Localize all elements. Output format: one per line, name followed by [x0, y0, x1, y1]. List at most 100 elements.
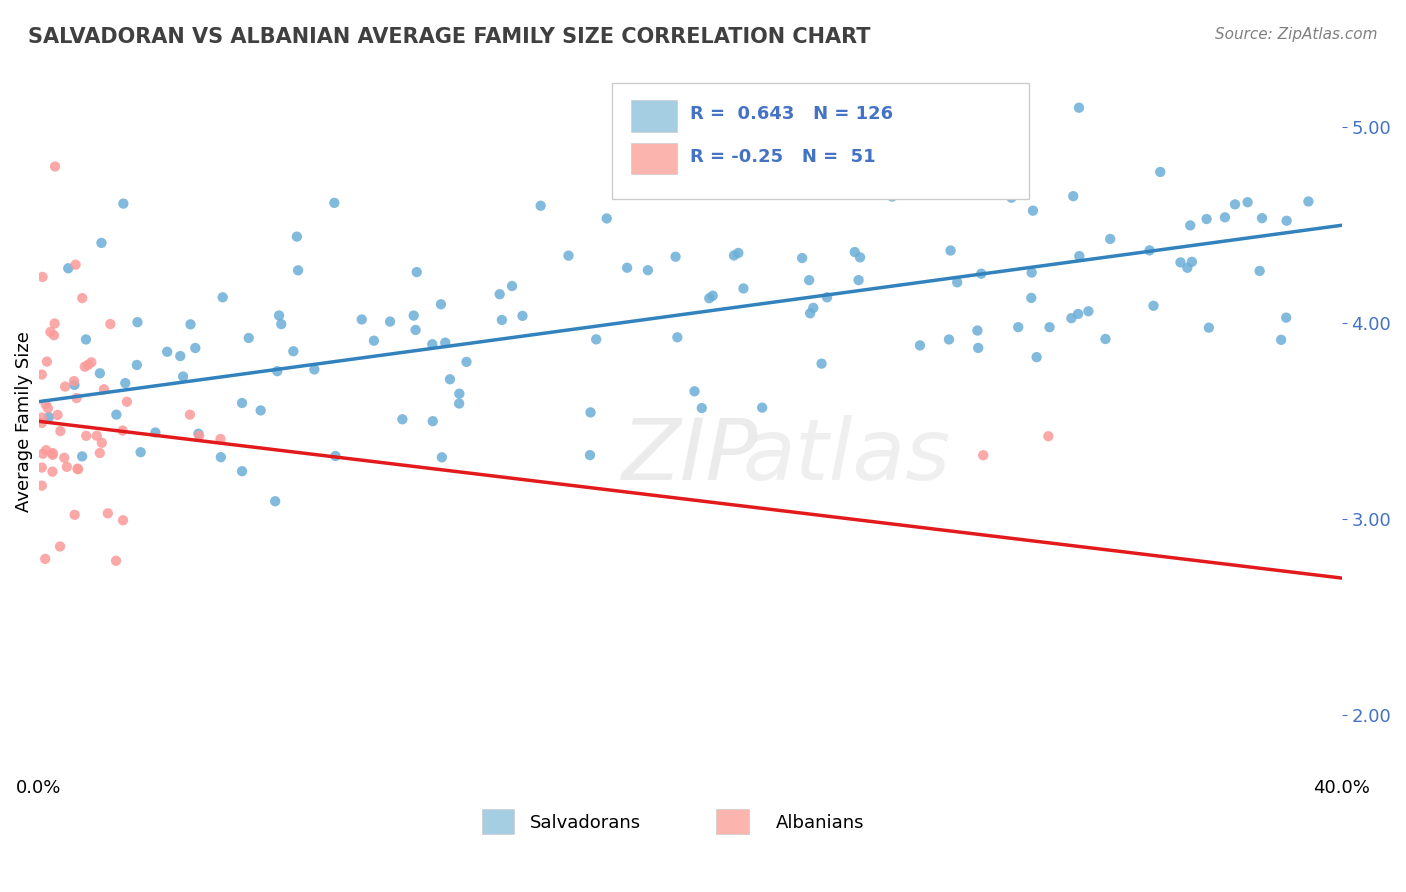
Point [849, 251, 872, 265]
Point [751, 401, 773, 415]
Point [231, 396, 253, 410]
Point [41, 448, 63, 462]
Point [98, 317, 121, 331]
Point [363, 334, 385, 348]
Point [1000, 191, 1022, 205]
Text: Salvadorans: Salvadorans [530, 814, 641, 832]
Point [434, 335, 457, 350]
Point [35, 354, 58, 368]
Point [169, 349, 191, 363]
Point [1213, 211, 1236, 225]
Point [637, 263, 659, 277]
Point [405, 265, 427, 279]
Point [31, 460, 53, 475]
Point [449, 396, 471, 410]
Point [938, 333, 960, 347]
Point [114, 376, 136, 390]
Point [129, 445, 152, 459]
Point [46, 408, 69, 422]
Text: SALVADORAN VS ALBANIAN AVERAGE FAMILY SIZE CORRELATION CHART: SALVADORAN VS ALBANIAN AVERAGE FAMILY SI… [28, 27, 870, 46]
Point [1142, 299, 1164, 313]
Point [972, 448, 994, 462]
Point [799, 306, 821, 320]
Point [1067, 101, 1090, 115]
Point [209, 450, 232, 465]
Point [585, 332, 607, 346]
Point [792, 251, 814, 265]
Point [31, 269, 53, 284]
Point [266, 364, 288, 378]
Point [34, 397, 56, 411]
Point [1251, 211, 1274, 226]
Point [31, 416, 53, 430]
Point [75, 429, 97, 443]
Point [1038, 429, 1060, 443]
Point [430, 297, 453, 311]
Point [90, 435, 112, 450]
Point [422, 414, 444, 428]
Point [456, 355, 478, 369]
Point [44, 317, 66, 331]
Point [125, 358, 148, 372]
Point [89, 366, 111, 380]
Point [557, 249, 579, 263]
Point [439, 372, 461, 386]
Point [801, 301, 824, 315]
Point [35, 443, 58, 458]
Point [1275, 310, 1298, 325]
Point [111, 424, 134, 438]
Point [596, 211, 619, 226]
Point [105, 554, 128, 568]
Point [350, 312, 373, 326]
Point [90, 235, 112, 250]
Point [58, 261, 80, 276]
Point [579, 405, 602, 419]
Point [32, 447, 55, 461]
Point [501, 279, 523, 293]
Point [690, 401, 713, 415]
Y-axis label: Average Family Size: Average Family Size [15, 331, 32, 512]
Point [180, 318, 202, 332]
Point [1149, 165, 1171, 179]
Point [512, 309, 534, 323]
Point [1021, 266, 1043, 280]
Point [112, 513, 135, 527]
Point [34, 552, 56, 566]
Point [1175, 260, 1198, 275]
Point [31, 410, 53, 425]
Point [56, 459, 79, 474]
Point [39, 325, 62, 339]
Point [1170, 255, 1192, 269]
Point [1069, 249, 1091, 263]
Point [65, 391, 87, 405]
Point [491, 313, 513, 327]
Point [530, 199, 553, 213]
Text: R = -0.25   N =  51: R = -0.25 N = 51 [690, 148, 876, 166]
Point [97, 506, 120, 520]
Point [488, 287, 510, 301]
Text: atlas: atlas [742, 415, 950, 498]
Point [882, 189, 904, 203]
Point [86, 428, 108, 442]
Point [1038, 320, 1060, 334]
Point [283, 344, 305, 359]
Point [249, 403, 271, 417]
Point [209, 432, 232, 446]
Point [70, 450, 93, 464]
Point [1094, 332, 1116, 346]
FancyBboxPatch shape [631, 143, 678, 174]
Point [325, 449, 347, 463]
Point [1139, 244, 1161, 258]
Point [75, 333, 97, 347]
Point [211, 290, 233, 304]
Text: ZIP: ZIP [621, 415, 758, 498]
Point [391, 412, 413, 426]
Point [1198, 320, 1220, 334]
Point [66, 461, 89, 475]
Point [1077, 304, 1099, 318]
Point [49, 540, 72, 554]
Point [77, 358, 100, 372]
Point [966, 324, 988, 338]
Point [80, 355, 103, 369]
Point [37, 401, 59, 416]
